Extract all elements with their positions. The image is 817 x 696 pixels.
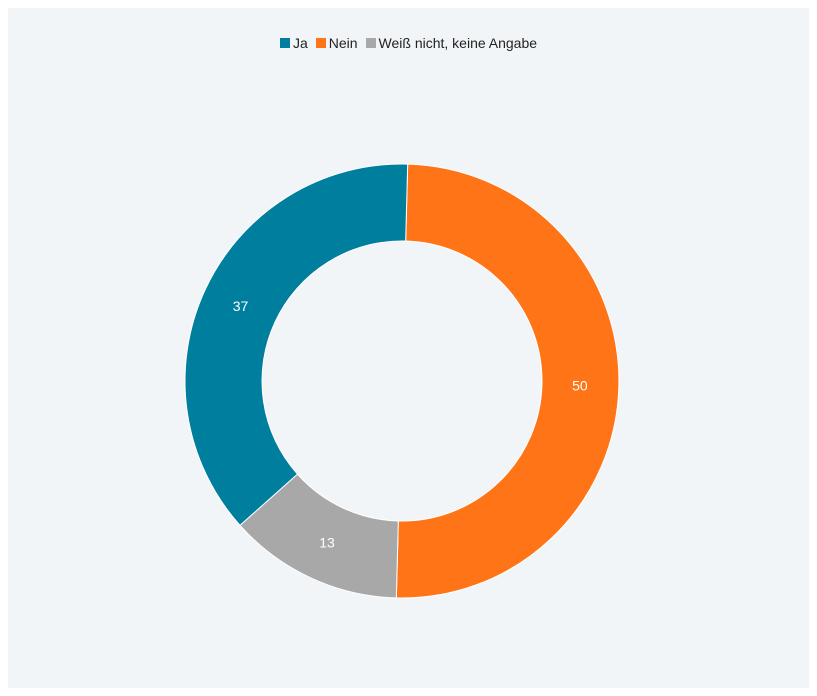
legend-item-nein[interactable]: Nein <box>315 35 358 51</box>
legend-swatch-ja <box>279 38 290 48</box>
slice-ja[interactable] <box>184 163 409 527</box>
slice-label-nein: 50 <box>572 378 588 394</box>
legend: Ja Nein Weiß nicht, keine Angabe <box>8 35 809 51</box>
legend-item-ja[interactable]: Ja <box>279 35 308 51</box>
slice-label-ja: 37 <box>233 298 249 314</box>
slice-label-weiss-nicht: 13 <box>319 534 335 550</box>
donut-chart: 50 13 37 <box>184 163 620 599</box>
chart-panel: Ja Nein Weiß nicht, keine Angabe 50 13 37 <box>8 8 809 688</box>
slice-nein[interactable] <box>395 163 620 599</box>
legend-label-ja: Ja <box>292 35 308 51</box>
legend-swatch-nein <box>315 38 326 48</box>
legend-swatch-weiss-nicht <box>365 38 376 48</box>
legend-label-weiss-nicht: Weiß nicht, keine Angabe <box>378 35 538 51</box>
legend-label-nein: Nein <box>328 35 358 51</box>
legend-item-weiss-nicht[interactable]: Weiß nicht, keine Angabe <box>365 35 538 51</box>
